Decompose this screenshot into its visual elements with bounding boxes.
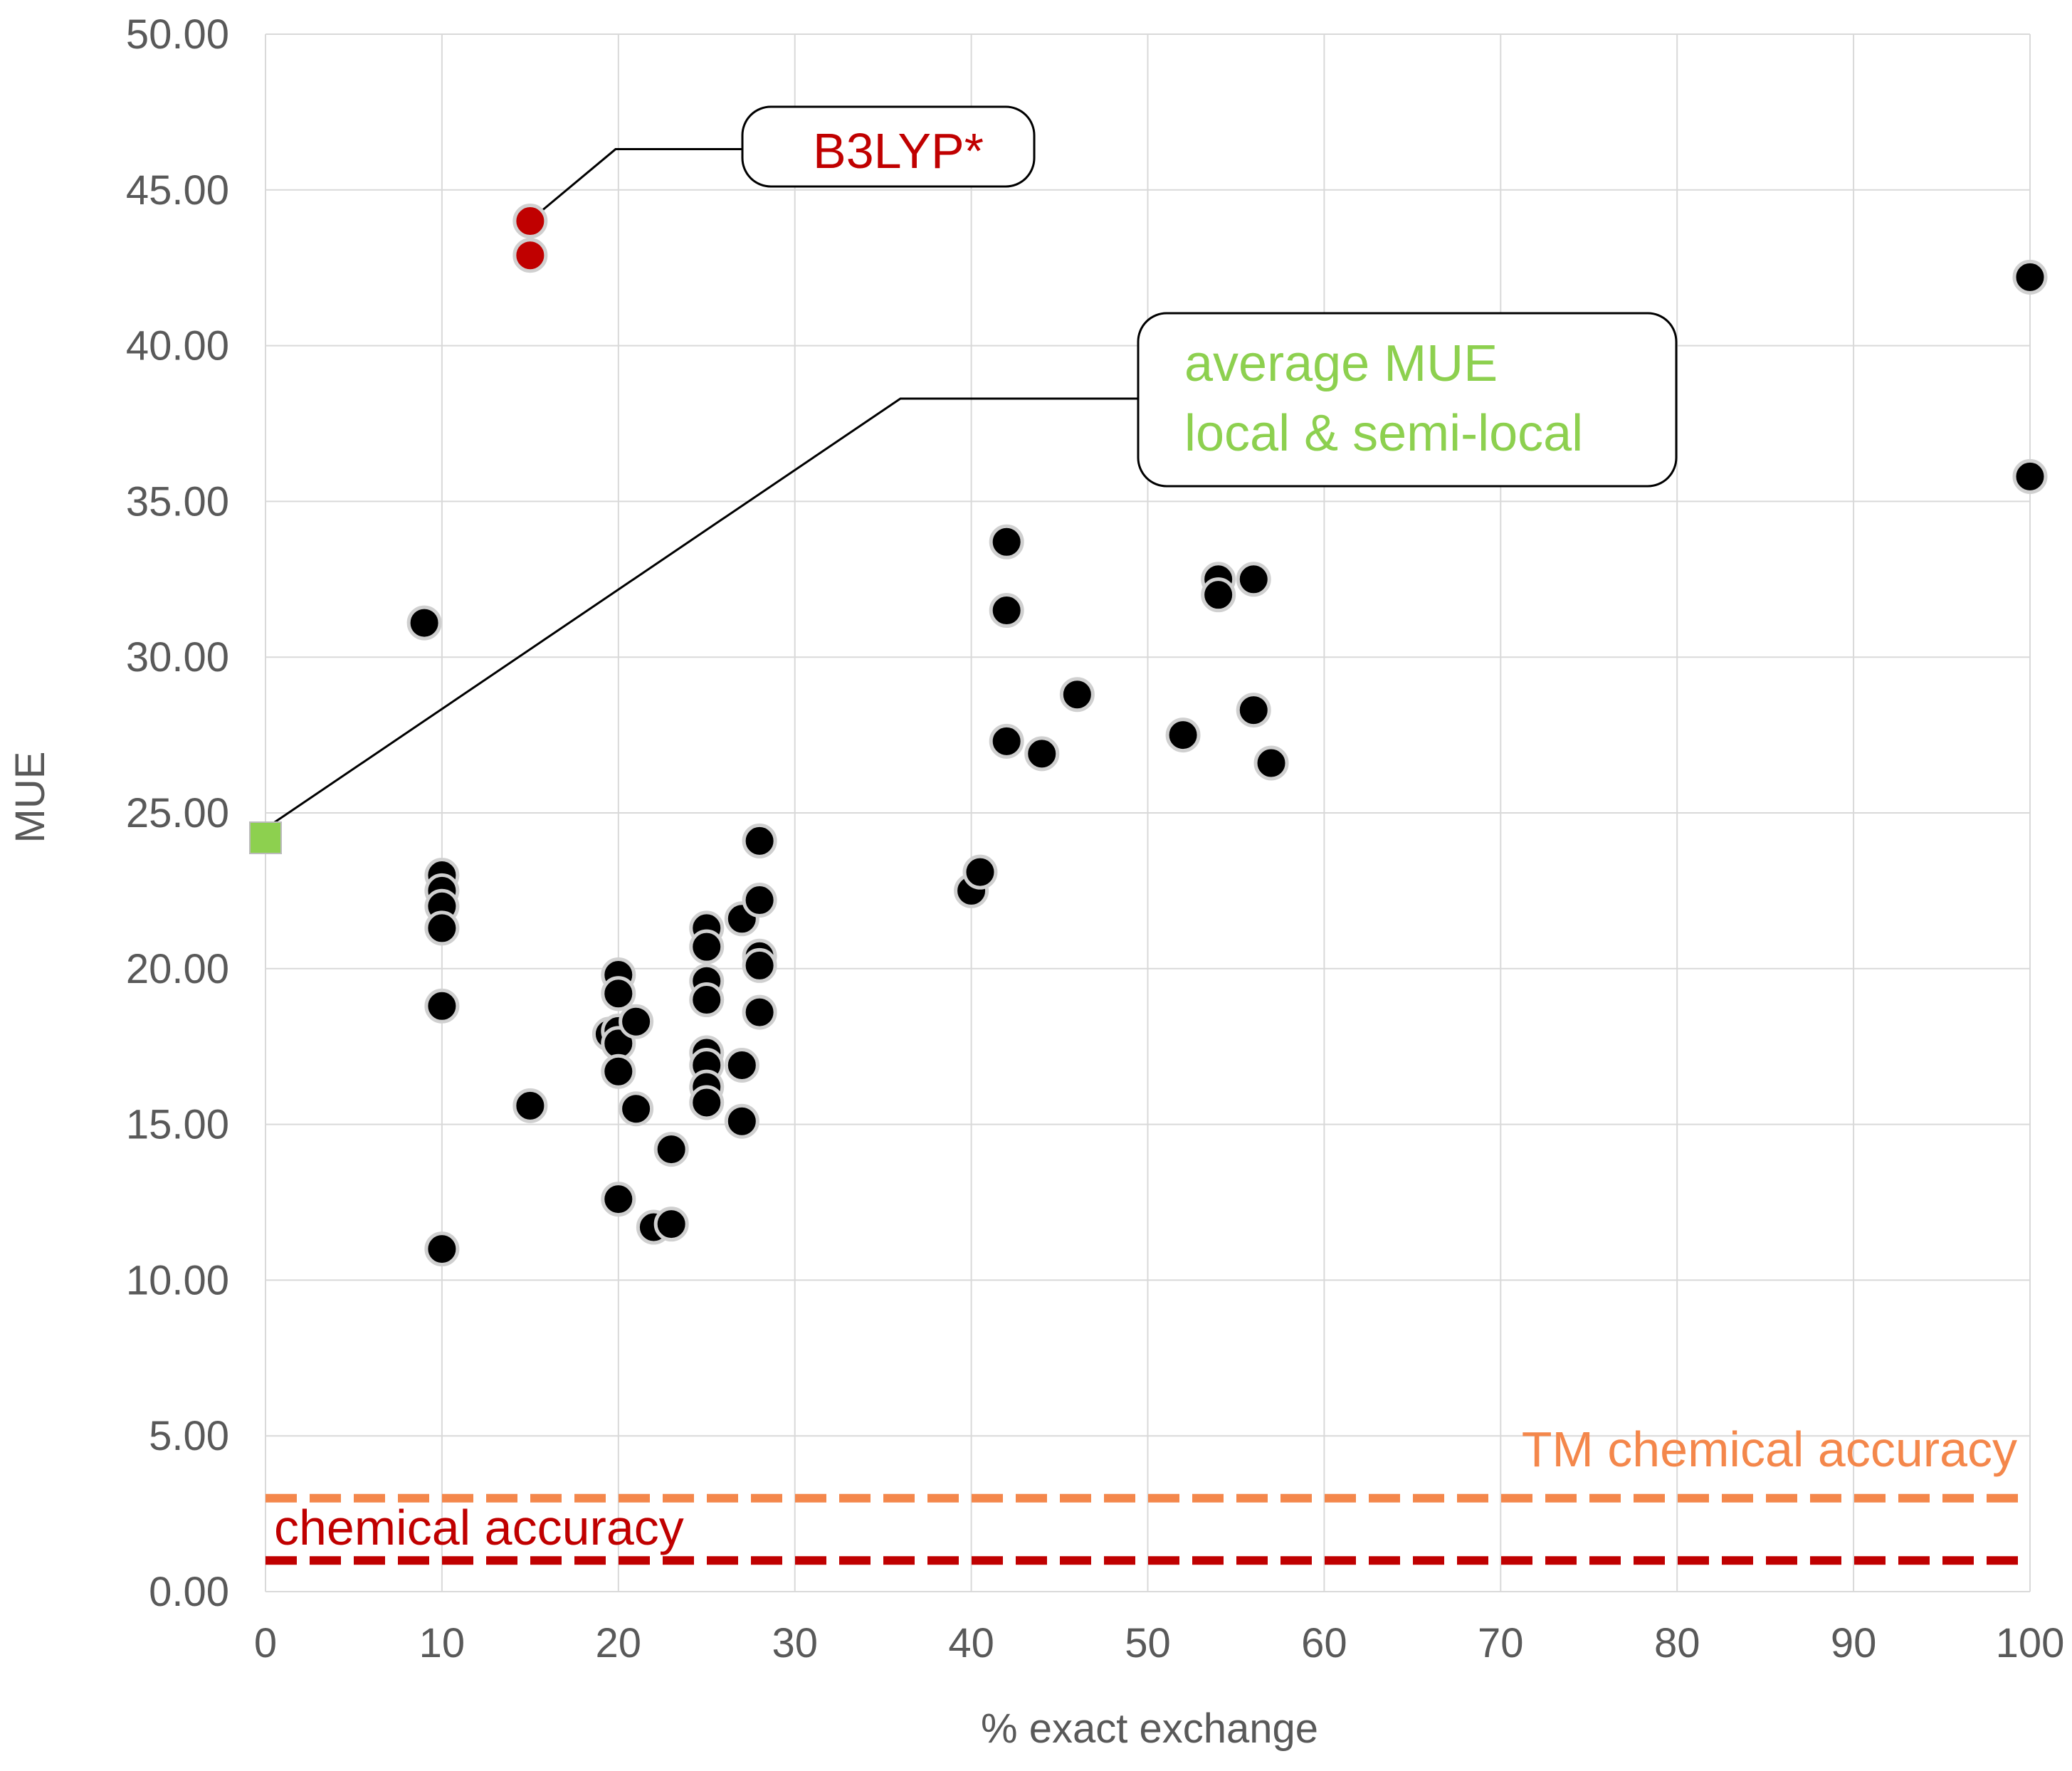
y-tick-label: 0.00 — [149, 1569, 229, 1615]
functional-point — [619, 1004, 654, 1039]
functional-point — [1059, 677, 1095, 713]
functional-point — [689, 982, 725, 1018]
functional-point — [742, 994, 777, 1030]
y-tick-label: 5.00 — [149, 1413, 229, 1459]
x-tick-label: 10 — [419, 1620, 466, 1666]
functional-point — [989, 723, 1024, 759]
functional-point — [689, 929, 725, 965]
functional-point — [424, 910, 460, 946]
x-tick-label: 90 — [1831, 1620, 1877, 1666]
b3lyp-point — [512, 238, 548, 273]
functional-point — [653, 1207, 689, 1242]
average-mue-callout-box — [1137, 312, 1678, 488]
functional-point — [742, 823, 777, 858]
functional-point — [1024, 736, 1060, 772]
functional-point — [989, 524, 1024, 559]
functional-point — [1253, 745, 1289, 781]
x-tick-label: 70 — [1478, 1620, 1524, 1666]
y-tick-label: 20.00 — [126, 946, 229, 992]
x-tick-label: 60 — [1301, 1620, 1347, 1666]
grid — [265, 33, 2031, 1592]
average-mue-point — [249, 821, 282, 855]
functional-point — [962, 854, 998, 890]
y-tick-label: 35.00 — [126, 478, 229, 525]
y-tick-label: 10.00 — [126, 1257, 229, 1303]
y-tick-label: 15.00 — [126, 1102, 229, 1148]
functional-point — [424, 988, 460, 1024]
functional-point — [601, 1053, 636, 1089]
functional-point — [1201, 577, 1236, 613]
average-mue-callout-line-1: average MUE — [1184, 335, 1498, 392]
functional-point — [601, 976, 636, 1011]
x-axis-label: % exact exchange — [981, 1706, 1318, 1752]
x-tick-label: 100 — [1996, 1620, 2065, 1666]
x-tick-label: 30 — [772, 1620, 818, 1666]
y-tick-label: 45.00 — [126, 167, 229, 214]
chemical-accuracy-label: chemical accuracy — [274, 1500, 684, 1555]
x-tick-label: 20 — [596, 1620, 642, 1666]
functional-point — [724, 1103, 759, 1139]
tm-chemical-accuracy-label: TM chemical accuracy — [1522, 1421, 2017, 1477]
y-axis-ticks: 0.00 5.00 10.00 15.00 20.00 25.00 30.00 35.00 40… — [126, 11, 229, 1615]
b3lyp-point — [512, 204, 548, 239]
average-mue-callout-line-2: local & semi-local — [1184, 405, 1583, 462]
functional-point — [406, 605, 442, 641]
functional-point — [989, 593, 1024, 629]
y-tick-label: 40.00 — [126, 323, 229, 369]
functional-point — [619, 1091, 654, 1127]
x-tick-label: 50 — [1125, 1620, 1171, 1666]
y-axis-label: MUE — [7, 752, 53, 844]
y-tick-label: 30.00 — [126, 634, 229, 680]
functional-point — [1236, 562, 1271, 597]
average-mue-leader-line — [272, 397, 1138, 825]
functional-point — [742, 947, 777, 983]
functional-point — [653, 1132, 689, 1167]
functional-point — [2012, 458, 2048, 494]
functional-point — [689, 1085, 725, 1120]
functional-point — [424, 1231, 460, 1267]
x-tick-label: 80 — [1654, 1620, 1700, 1666]
functional-point — [742, 883, 777, 918]
reference-lines — [265, 1493, 2030, 1565]
x-tick-label: 0 — [254, 1620, 277, 1666]
y-tick-label: 50.00 — [126, 11, 229, 58]
b3lyp-callout-label: B3LYP* — [813, 123, 984, 179]
functional-point — [601, 1182, 636, 1217]
b3lyp-callout-box — [741, 105, 1036, 188]
x-axis-ticks: 0 10 20 30 40 50 60 70 80 90 100 — [254, 1620, 2065, 1666]
callouts — [272, 105, 1678, 825]
functional-point — [2012, 259, 2048, 295]
data-points — [249, 204, 2048, 1267]
functional-point — [1236, 693, 1271, 728]
functional-point — [512, 1088, 548, 1123]
x-tick-label: 40 — [948, 1620, 994, 1666]
functional-point — [724, 1047, 759, 1083]
y-tick-label: 25.00 — [126, 790, 229, 836]
functional-point — [1165, 718, 1201, 753]
